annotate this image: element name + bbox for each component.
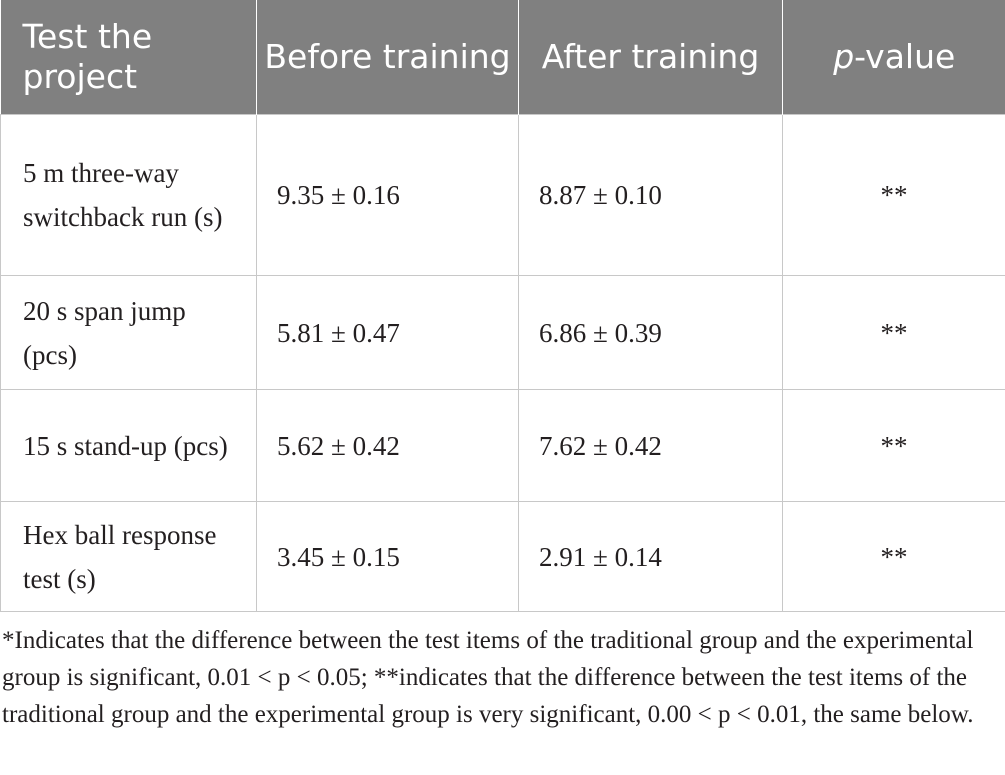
header-p-suffix: -value bbox=[854, 37, 956, 76]
row-p-value: ** bbox=[782, 114, 1005, 276]
row-item: Hex ball response test (s) bbox=[0, 501, 257, 612]
table-row: 20 s span jump (pcs) 5.81 ± 0.47 6.86 ± … bbox=[0, 275, 1005, 390]
header-p-italic: p bbox=[833, 37, 855, 76]
table-row: Hex ball response test (s) 3.45 ± 0.15 2… bbox=[0, 501, 1005, 612]
results-table: Test the project Before training After t… bbox=[0, 0, 1005, 612]
header-row: Test the project Before training After t… bbox=[0, 0, 1005, 115]
row-before: 5.81 ± 0.47 bbox=[256, 275, 519, 390]
row-before: 9.35 ± 0.16 bbox=[256, 114, 519, 276]
row-item: 15 s stand-up (pcs) bbox=[0, 389, 257, 502]
row-after: 7.62 ± 0.42 bbox=[518, 389, 783, 502]
row-p-value: ** bbox=[782, 501, 1005, 612]
row-before: 5.62 ± 0.42 bbox=[256, 389, 519, 502]
header-before-training: Before training bbox=[256, 0, 519, 115]
header-after-training: After training bbox=[518, 0, 783, 115]
header-p-value: p-value bbox=[782, 0, 1005, 115]
table-footnote: *Indicates that the difference between t… bbox=[2, 627, 974, 728]
row-item: 5 m three-way switchback run (s) bbox=[0, 114, 257, 276]
row-after: 6.86 ± 0.39 bbox=[518, 275, 783, 390]
header-test-project: Test the project bbox=[0, 0, 257, 115]
row-before: 3.45 ± 0.15 bbox=[256, 501, 519, 612]
row-after: 2.91 ± 0.14 bbox=[518, 501, 783, 612]
row-item: 20 s span jump (pcs) bbox=[0, 275, 257, 390]
row-p-value: ** bbox=[782, 389, 1005, 502]
table-row: 5 m three-way switchback run (s) 9.35 ± … bbox=[0, 114, 1005, 276]
table-row: 15 s stand-up (pcs) 5.62 ± 0.42 7.62 ± 0… bbox=[0, 389, 1005, 502]
row-after: 8.87 ± 0.10 bbox=[518, 114, 783, 276]
row-p-value: ** bbox=[782, 275, 1005, 390]
